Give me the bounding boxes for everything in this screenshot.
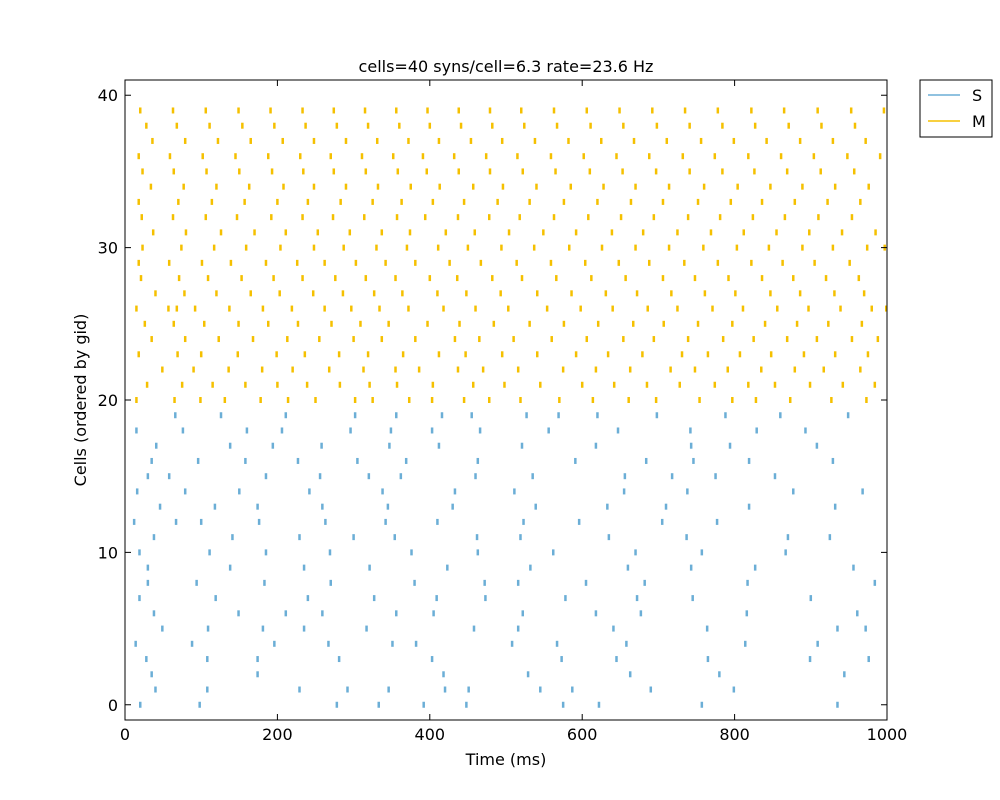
x-axis-label: Time (ms) (465, 750, 547, 769)
legend-label-m: M (972, 112, 986, 131)
y-tick-label: 0 (108, 696, 118, 715)
series-m (135, 107, 888, 403)
x-tick-label: 0 (120, 725, 130, 744)
x-tick-label: 800 (719, 725, 750, 744)
plot-frame (124, 79, 888, 721)
y-axis-label: Cells (ordered by gid) (71, 314, 90, 487)
chart-title: cells=40 syns/cell=6.3 rate=23.6 Hz (359, 57, 654, 76)
y-tick-label: 20 (98, 391, 118, 410)
legend-frame (919, 79, 993, 138)
legend-label-s: S (972, 86, 982, 105)
x-tick-label: 600 (567, 725, 598, 744)
axes: 0 200 400 600 800 1000 0 10 20 30 40 (98, 80, 908, 744)
x-tick-label: 1000 (867, 725, 908, 744)
series-s (132, 412, 877, 708)
spike-marks (132, 107, 888, 708)
legend: S M (919, 79, 993, 138)
x-tick-label: 400 (415, 725, 446, 744)
y-tick-label: 30 (98, 239, 118, 258)
y-tick-label: 40 (98, 86, 118, 105)
y-tick-label: 10 (98, 543, 118, 562)
x-tick-label: 200 (262, 725, 293, 744)
